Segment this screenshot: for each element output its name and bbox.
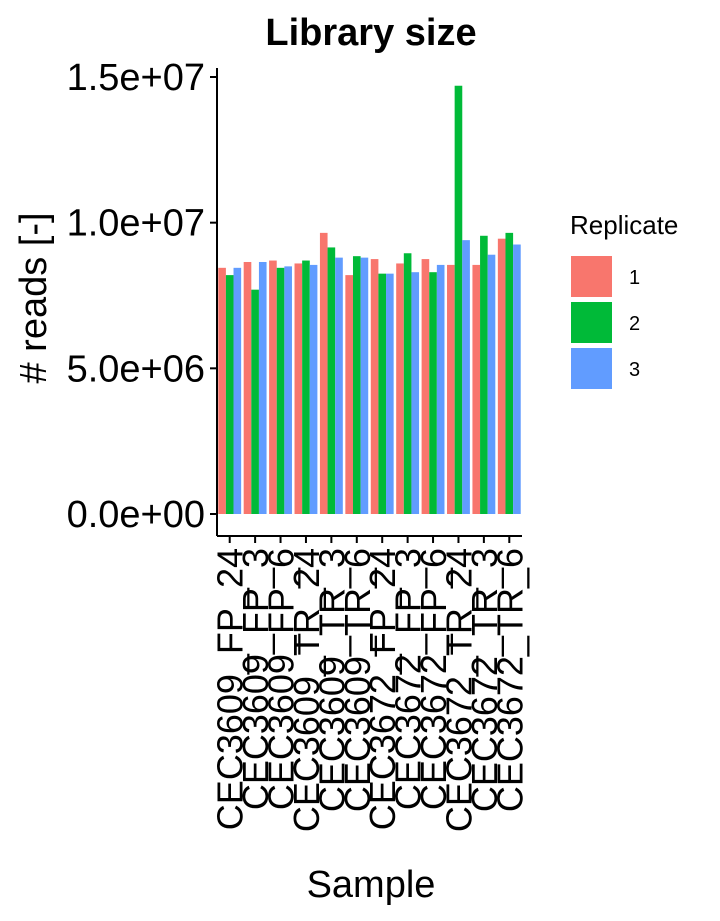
x-tick-label: CEC3609_TR_3 [311, 548, 352, 812]
legend: Replicate 1 2 3 [569, 210, 678, 391]
x-tick-label: CEC3609_TR_6 [337, 548, 378, 812]
bar-replicate-3 [487, 254, 496, 515]
y-tick-label: 1.5e+07 [67, 57, 205, 99]
legend-label-3: 3 [629, 359, 640, 381]
bar-replicate-1 [319, 232, 328, 514]
bar-replicate-2 [276, 267, 285, 514]
bar-replicate-2 [378, 273, 387, 514]
x-tick-label: CEC3609_FP_24 [210, 548, 251, 830]
bar-replicate-3 [411, 272, 420, 514]
chart-title: Library size [265, 12, 476, 54]
x-tick-label: CEC3672_TR_6 [489, 548, 530, 812]
bar-replicate-1 [472, 264, 481, 514]
bar-replicate-1 [218, 267, 226, 514]
x-tick-label: CEC3609_FP_6 [261, 548, 302, 810]
bar-replicate-2 [251, 289, 259, 514]
x-tick-label: CEC3672_TR_3 [464, 548, 505, 812]
bar-replicate-1 [370, 259, 379, 514]
bar-replicate-1 [396, 263, 404, 514]
y-tick-label: 1.0e+07 [67, 203, 205, 245]
x-axis: CEC3609_FP_24CEC3609_FP_3CEC3609_FP_6CEC… [210, 535, 530, 832]
bar-replicate-2 [352, 256, 361, 514]
bar-replicate-1 [269, 260, 277, 514]
x-axis-title: Sample [307, 864, 436, 906]
bar-replicate-2 [327, 247, 336, 514]
bar-replicate-2 [505, 232, 514, 514]
y-tick-label: 0.0e+00 [67, 494, 205, 536]
bar-replicate-3 [309, 264, 318, 514]
bar-replicate-1 [345, 275, 353, 514]
x-tick-label: CEC3672_FP_24 [362, 548, 403, 830]
bar-replicate-3 [386, 273, 394, 514]
bar-replicate-3 [233, 267, 242, 514]
legend-label-1: 1 [629, 267, 640, 289]
legend-key-1 [569, 254, 614, 299]
bar-replicate-2 [454, 85, 463, 515]
y-axis: 0.0e+00 5.0e+06 1.0e+07 1.5e+07 [67, 57, 218, 536]
bars [218, 85, 521, 515]
bar-replicate-1 [243, 261, 252, 514]
bar-replicate-3 [462, 240, 470, 514]
x-tick-label: CEC3609_TR_24 [286, 548, 327, 832]
x-tick-label: CEC3609_FP_3 [235, 548, 276, 810]
bar-replicate-2 [225, 275, 234, 514]
bar-replicate-3 [513, 244, 521, 514]
x-tick-label: CEC3672_TR_24 [438, 548, 479, 832]
bar-replicate-2 [480, 235, 488, 514]
bar-replicate-3 [258, 261, 267, 514]
bar-replicate-2 [429, 272, 437, 514]
x-tick-label: CEC3672_FP_6 [413, 548, 454, 810]
bar-replicate-1 [294, 263, 303, 514]
bar-replicate-3 [360, 257, 369, 514]
legend-key-2 [569, 300, 614, 345]
bar-replicate-2 [302, 260, 310, 514]
x-tick-label: CEC3672_FP_3 [388, 548, 429, 810]
bar-replicate-3 [335, 257, 343, 514]
bar-replicate-1 [447, 264, 455, 514]
bar-replicate-2 [403, 253, 412, 515]
legend-key-3 [569, 346, 614, 391]
bar-replicate-3 [284, 266, 292, 514]
y-axis-title: # reads [-] [13, 212, 55, 383]
y-tick-label: 5.0e+06 [67, 348, 205, 390]
legend-title: Replicate [570, 210, 678, 240]
bar-replicate-3 [436, 264, 445, 514]
legend-label-2: 2 [629, 313, 640, 335]
bar-replicate-1 [497, 238, 506, 514]
bar-replicate-1 [421, 259, 430, 514]
